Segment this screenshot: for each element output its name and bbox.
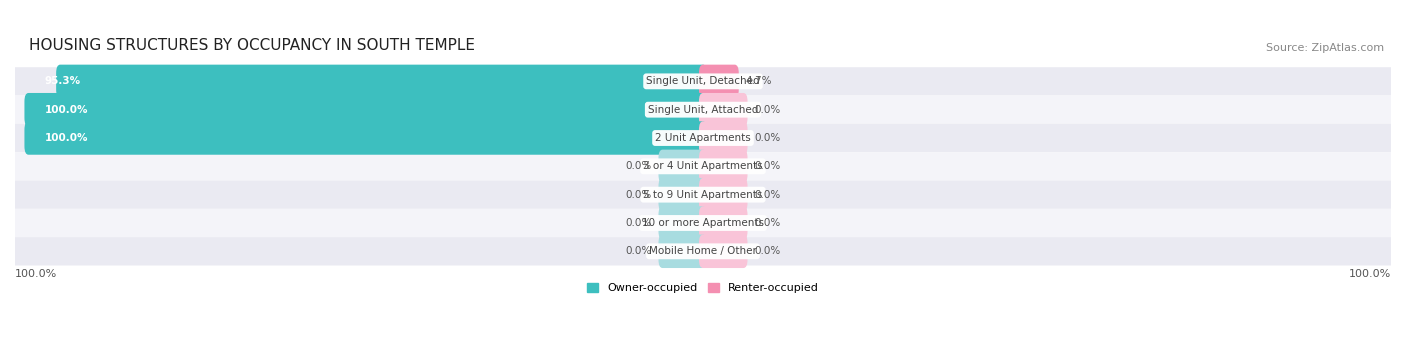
Text: 0.0%: 0.0% [754, 218, 780, 228]
FancyBboxPatch shape [658, 178, 707, 211]
FancyBboxPatch shape [24, 93, 707, 127]
Text: 0.0%: 0.0% [626, 218, 652, 228]
FancyBboxPatch shape [699, 235, 748, 268]
FancyBboxPatch shape [15, 237, 1391, 266]
FancyBboxPatch shape [15, 180, 1391, 209]
Text: 0.0%: 0.0% [626, 190, 652, 200]
Text: 100.0%: 100.0% [15, 269, 58, 279]
FancyBboxPatch shape [15, 67, 1391, 95]
Text: Single Unit, Detached: Single Unit, Detached [647, 76, 759, 86]
Text: 100.0%: 100.0% [45, 105, 89, 115]
FancyBboxPatch shape [699, 121, 748, 155]
FancyBboxPatch shape [15, 124, 1391, 152]
FancyBboxPatch shape [699, 150, 748, 183]
Text: 0.0%: 0.0% [754, 246, 780, 256]
Text: 0.0%: 0.0% [626, 161, 652, 171]
FancyBboxPatch shape [658, 206, 707, 240]
FancyBboxPatch shape [24, 121, 707, 155]
Text: 10 or more Apartments: 10 or more Apartments [643, 218, 763, 228]
FancyBboxPatch shape [699, 65, 738, 98]
Text: 0.0%: 0.0% [754, 161, 780, 171]
FancyBboxPatch shape [658, 235, 707, 268]
Text: 95.3%: 95.3% [45, 76, 80, 86]
Text: 0.0%: 0.0% [754, 133, 780, 143]
Text: Single Unit, Attached: Single Unit, Attached [648, 105, 758, 115]
FancyBboxPatch shape [15, 152, 1391, 180]
Text: 100.0%: 100.0% [45, 133, 89, 143]
Text: 5 to 9 Unit Apartments: 5 to 9 Unit Apartments [644, 190, 762, 200]
Legend: Owner-occupied, Renter-occupied: Owner-occupied, Renter-occupied [582, 279, 824, 298]
Text: HOUSING STRUCTURES BY OCCUPANCY IN SOUTH TEMPLE: HOUSING STRUCTURES BY OCCUPANCY IN SOUTH… [28, 38, 475, 53]
FancyBboxPatch shape [699, 93, 748, 127]
Text: 0.0%: 0.0% [754, 105, 780, 115]
FancyBboxPatch shape [15, 209, 1391, 237]
Text: 3 or 4 Unit Apartments: 3 or 4 Unit Apartments [643, 161, 763, 171]
Text: 0.0%: 0.0% [626, 246, 652, 256]
Text: 0.0%: 0.0% [754, 190, 780, 200]
Text: Source: ZipAtlas.com: Source: ZipAtlas.com [1265, 43, 1384, 53]
FancyBboxPatch shape [15, 95, 1391, 124]
FancyBboxPatch shape [56, 65, 707, 98]
FancyBboxPatch shape [699, 206, 748, 240]
Text: 100.0%: 100.0% [1348, 269, 1391, 279]
FancyBboxPatch shape [658, 150, 707, 183]
FancyBboxPatch shape [699, 178, 748, 211]
Text: 2 Unit Apartments: 2 Unit Apartments [655, 133, 751, 143]
Text: Mobile Home / Other: Mobile Home / Other [650, 246, 756, 256]
Text: 4.7%: 4.7% [745, 76, 772, 86]
